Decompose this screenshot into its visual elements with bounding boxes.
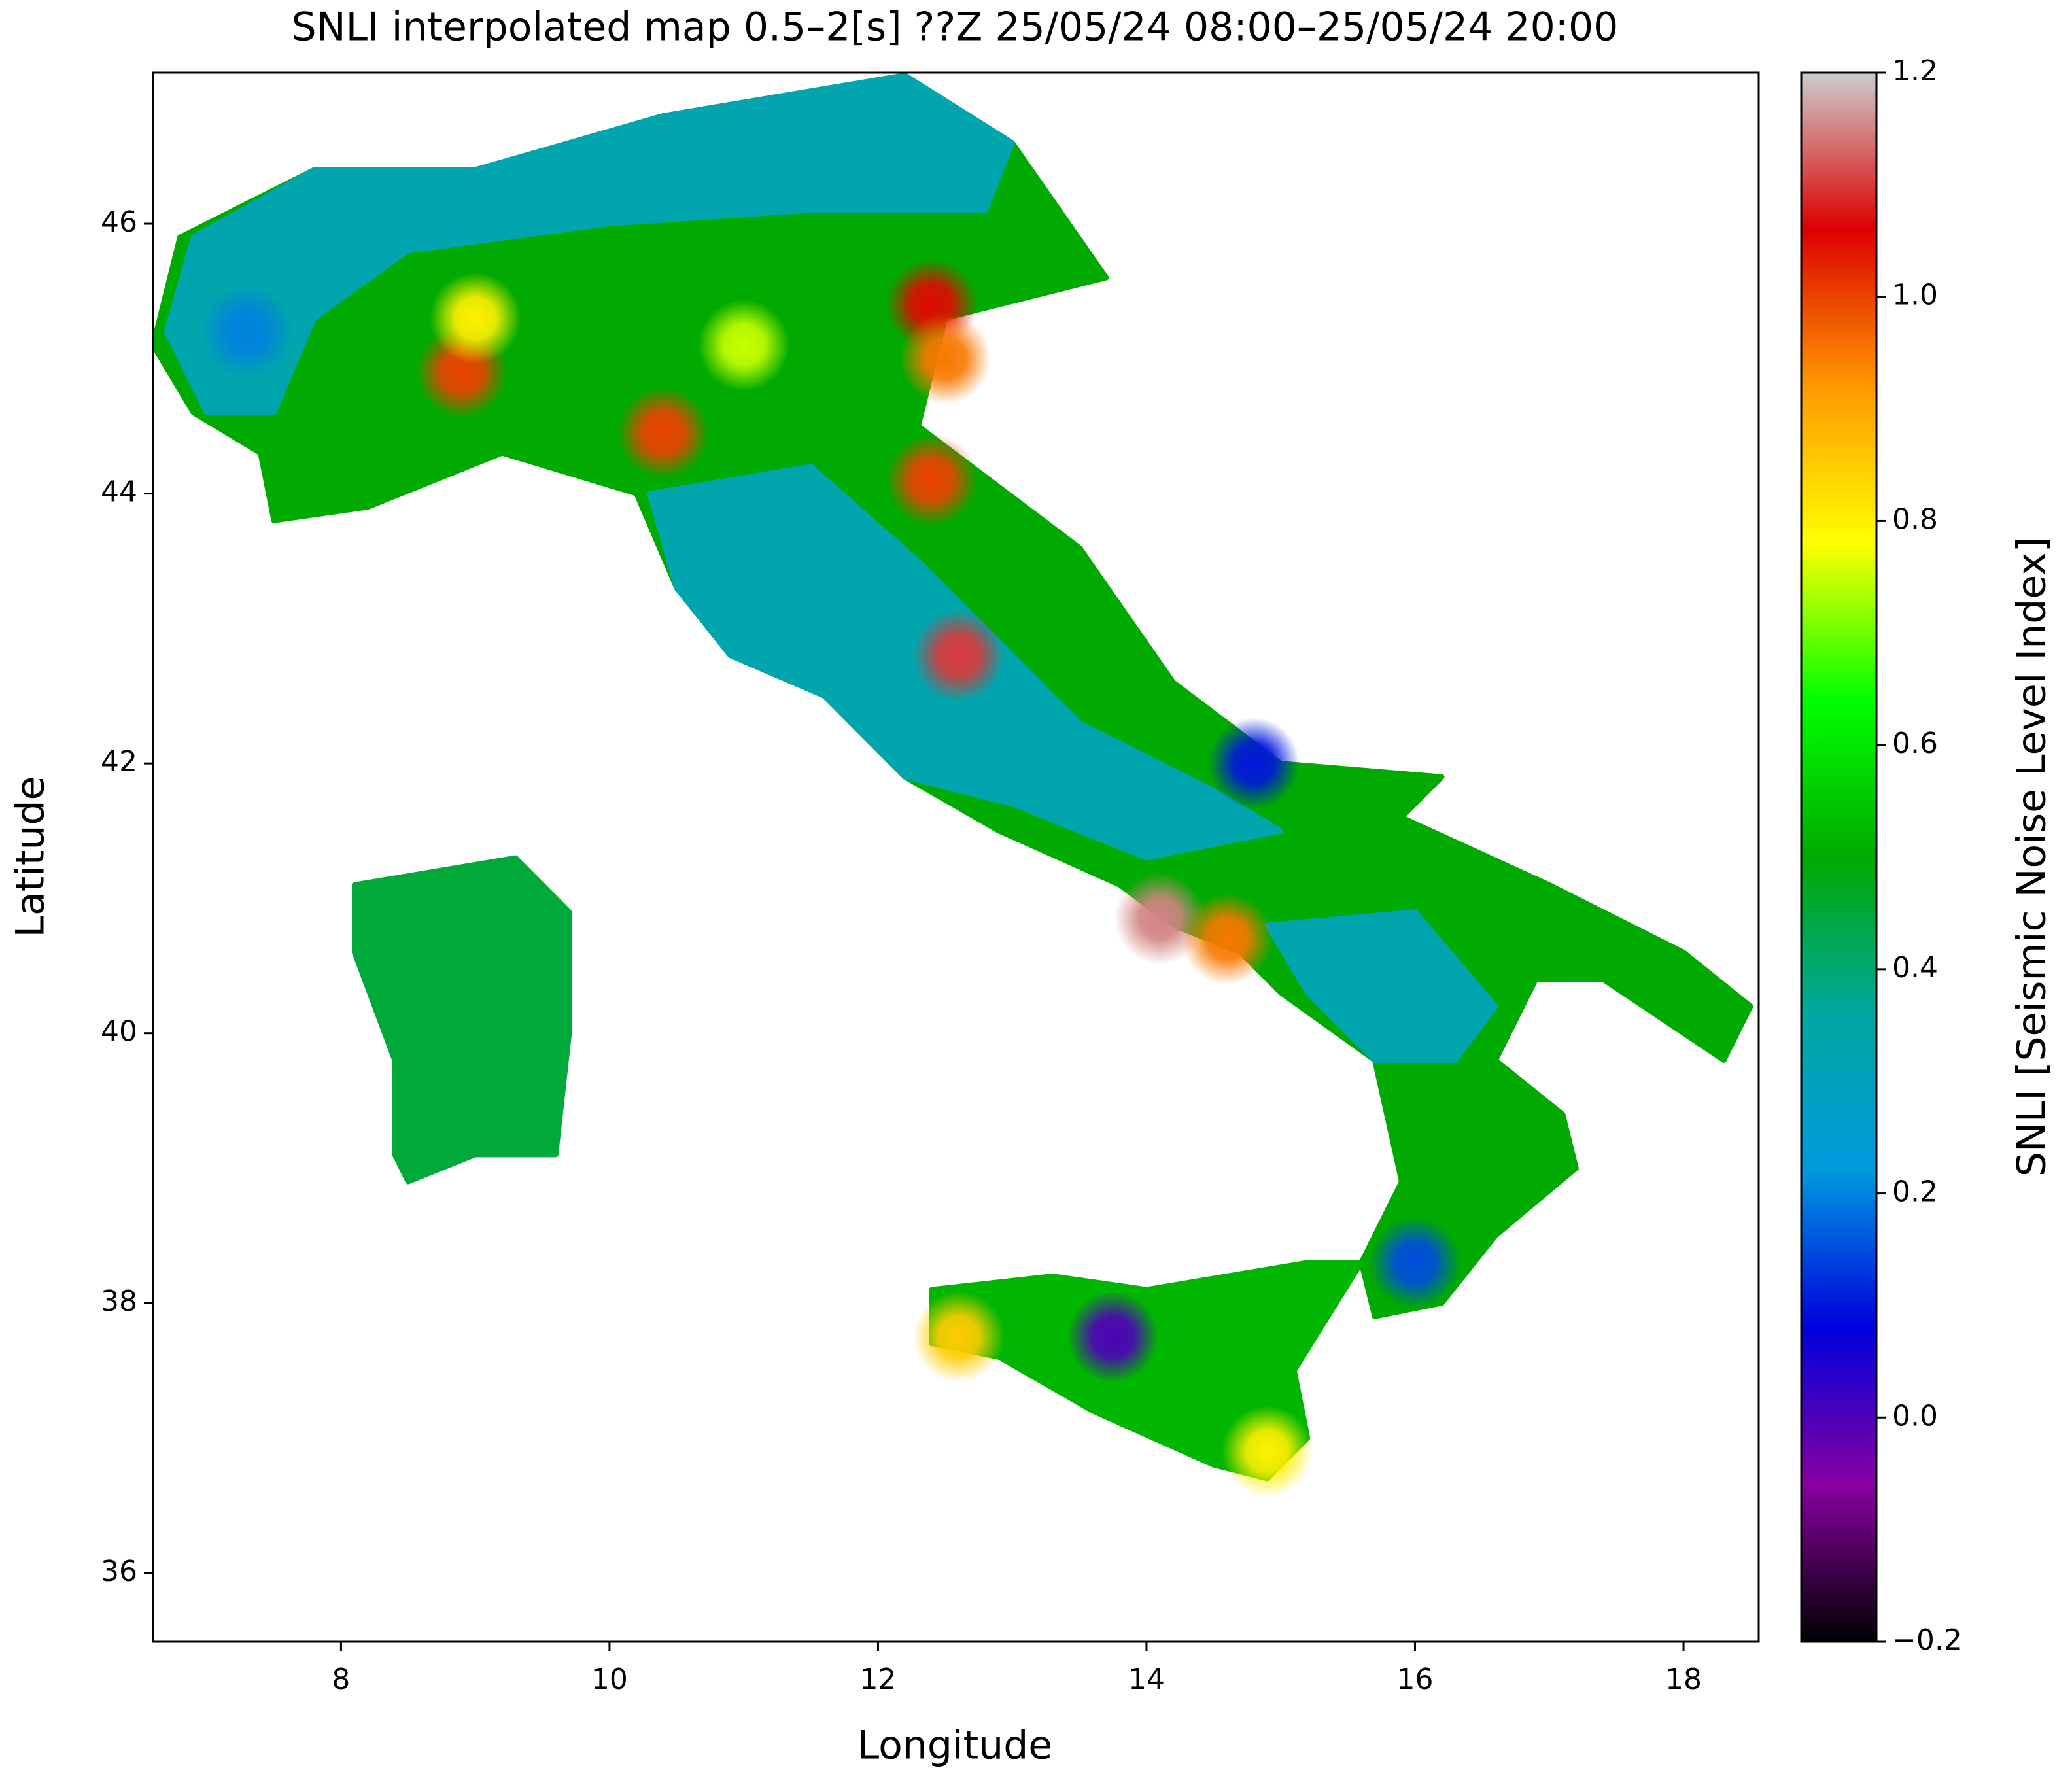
x-tick-label: 8 [332, 1663, 350, 1696]
hotspot [912, 1291, 1005, 1383]
region [1264, 909, 1498, 1063]
plot-frame [152, 71, 1760, 1643]
y-tick-label: 40 [101, 1015, 137, 1048]
x-tick-label: 14 [1128, 1663, 1165, 1696]
y-tick-label: 44 [101, 476, 137, 509]
hotspot [1221, 1406, 1313, 1498]
hotspot [1369, 1217, 1461, 1309]
colorbar-tick-label: 0.8 [1892, 502, 1938, 536]
hotspot [201, 286, 293, 378]
colorbar-tick-label: 0.4 [1892, 951, 1938, 984]
region [164, 73, 1015, 415]
colorbar-label: SNLI [Seismic Noise Level Index] [2009, 537, 2055, 1177]
x-tick-label: 16 [1397, 1663, 1434, 1696]
y-tick-label: 42 [101, 745, 137, 778]
hotspot [429, 272, 521, 364]
y-tick-label: 46 [101, 205, 137, 239]
colorbar-tick-label: 1.0 [1892, 279, 1938, 312]
hotspot [617, 387, 710, 479]
hotspot [1208, 718, 1300, 810]
map-area [153, 73, 1753, 1498]
x-axis-label: Longitude [857, 1723, 1052, 1769]
y-tick-label: 36 [101, 1555, 137, 1588]
x-tick-label: 12 [859, 1663, 896, 1696]
chart-title: SNLI interpolated map 0.5–2[s] ??Z 25/05… [292, 5, 1619, 50]
hotspot [1181, 893, 1273, 985]
region [351, 855, 572, 1185]
colorbar-tick-label: 0.6 [1892, 727, 1938, 760]
y-axis-label: Latitude [8, 776, 54, 938]
colorbar-tick-label: 0.0 [1892, 1399, 1938, 1432]
y-tick-label: 38 [101, 1285, 137, 1318]
hotspot [698, 299, 790, 391]
hotspot [1067, 1291, 1159, 1383]
hotspot [886, 434, 978, 526]
colorbar [1800, 71, 1878, 1643]
hotspot [899, 313, 992, 405]
colorbar-tick-label: −0.2 [1892, 1623, 1962, 1657]
x-tick-label: 18 [1665, 1663, 1702, 1696]
colorbar-tick-label: 1.2 [1892, 54, 1938, 88]
x-tick-label: 10 [591, 1663, 628, 1696]
hotspot [912, 610, 1005, 702]
colorbar-tick-label: 0.2 [1892, 1175, 1938, 1209]
